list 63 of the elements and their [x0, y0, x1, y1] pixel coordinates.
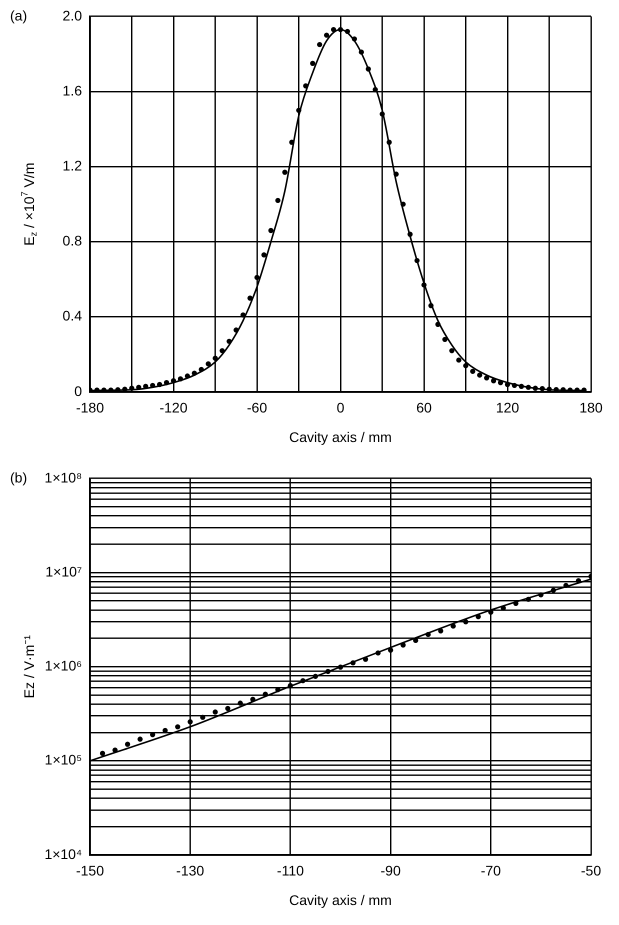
point: [350, 660, 356, 666]
point: [300, 678, 306, 684]
point: [200, 714, 206, 720]
point: [238, 700, 243, 706]
y-tick-label: 0: [74, 382, 82, 399]
point: [250, 696, 256, 702]
point: [312, 674, 318, 679]
point: [576, 578, 582, 584]
y-tick-label: 1×10⁷: [45, 563, 82, 580]
x-tick-label: -50: [580, 862, 602, 878]
x-axis-title: Cavity axis / mm: [289, 892, 392, 908]
y-axis-title: Ez / ×107 V/m: [20, 162, 39, 246]
text: (b): [10, 469, 28, 486]
point: [426, 632, 431, 638]
y-tick-label: 0.4: [62, 308, 82, 324]
point: [138, 736, 143, 742]
point: [538, 592, 544, 598]
point: [124, 742, 130, 747]
x-tick-label: 120: [496, 399, 520, 416]
y-tick-label: 1.2: [62, 158, 82, 174]
x-tick-label: 60: [416, 399, 432, 416]
y-axis-title: Ez / V·m⁻¹: [20, 634, 37, 698]
y-tick-label: 2.0: [62, 7, 82, 24]
point: [388, 648, 394, 653]
x-tick-label: 180: [579, 399, 603, 416]
y-tick-label: 1×10⁸: [44, 469, 82, 486]
text: (a): [10, 7, 28, 24]
point: [338, 664, 344, 670]
x-tick-label: -110: [276, 862, 304, 878]
x-tick-label: -60: [246, 399, 268, 416]
point: [500, 605, 506, 611]
point: [225, 706, 230, 712]
point: [212, 709, 218, 715]
y-tick-label: 1.6: [62, 82, 82, 98]
point: [563, 582, 569, 588]
x-tick-label: -90: [380, 862, 401, 878]
x-tick-label: -120: [159, 399, 188, 416]
point: [262, 692, 268, 697]
x-tick-label: 0: [336, 399, 345, 416]
x-tick-label: -180: [76, 399, 104, 416]
point: [476, 614, 481, 620]
point: [175, 724, 180, 730]
point: [100, 750, 106, 756]
point: [513, 600, 518, 606]
point: [112, 748, 118, 753]
point: [288, 682, 293, 688]
point: [438, 628, 444, 634]
x-axis-title: Cavity axis / mm: [289, 428, 392, 445]
point: [188, 719, 193, 724]
x-tick-label: -130: [176, 862, 204, 878]
point: [162, 728, 168, 734]
point: [362, 656, 368, 662]
y-tick-label: 1×10⁴: [44, 846, 82, 862]
y-tick-label: 1×10⁶: [44, 658, 82, 674]
y-tick-label: 0.8: [62, 232, 82, 249]
y-tick-label: 1×10⁵: [44, 752, 82, 768]
x-tick-label: -70: [480, 862, 502, 878]
point: [375, 650, 381, 656]
point: [325, 668, 331, 674]
point: [463, 619, 468, 624]
x-tick-label: -150: [76, 862, 104, 878]
point: [550, 588, 556, 593]
point: [526, 596, 531, 602]
